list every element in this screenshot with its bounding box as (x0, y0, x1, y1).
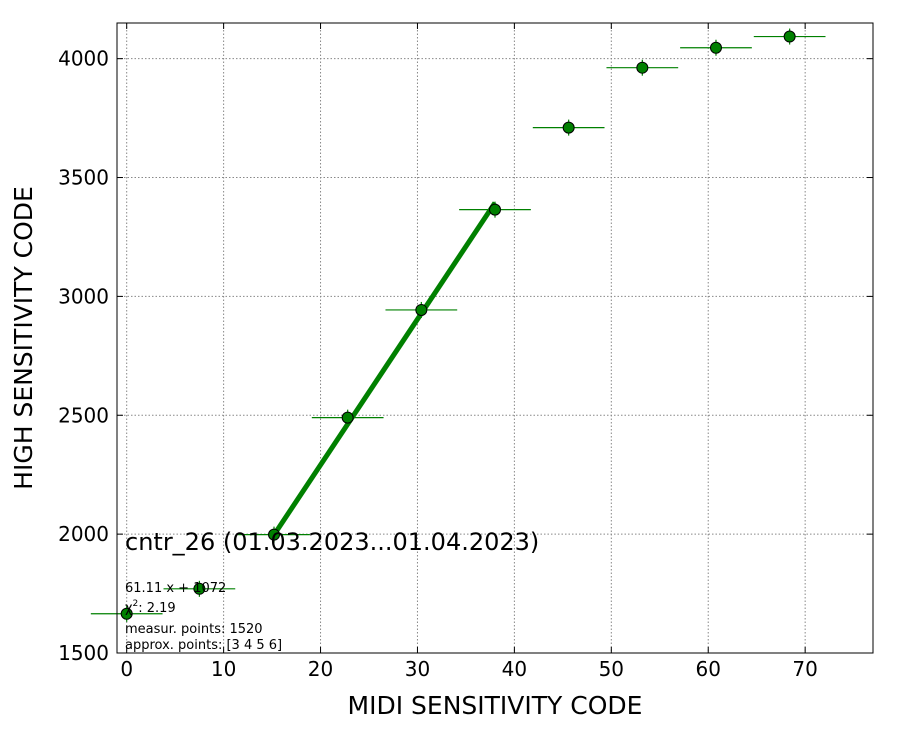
data-point (709, 41, 722, 54)
data-point (783, 30, 796, 43)
grid (117, 23, 873, 653)
y-axis-label: HIGH SENSITIVITY CODE (9, 186, 38, 490)
fit-line (271, 201, 498, 537)
annotation-chi2: χ2: 2.19 (125, 599, 176, 616)
y-tick-label: 3500 (58, 166, 109, 190)
y-tick-label: 4000 (58, 47, 109, 71)
fit-line-group (271, 201, 498, 537)
x-tick-label: 30 (405, 657, 430, 681)
y-tick-label: 1500 (58, 641, 109, 665)
data-point (120, 607, 133, 620)
data-point (562, 121, 575, 134)
data-point (193, 582, 206, 595)
x-tick-label: 20 (308, 657, 333, 681)
plot-frame (116, 22, 874, 654)
x-tick-label: 40 (502, 657, 527, 681)
x-tick-label: 0 (120, 657, 133, 681)
x-tick-label: 50 (599, 657, 624, 681)
annotation-measur-points: measur. points: 1520 (125, 622, 263, 637)
data-point (268, 528, 281, 541)
data-point (341, 411, 354, 424)
y-tick-label: 2000 (58, 522, 109, 546)
data-point (489, 203, 501, 216)
data-points (120, 30, 796, 620)
data-point (415, 303, 428, 316)
axis-ticks: 0 10 20 30 40 50 60 70 1500 2000 2500 3000 3500 4000 (58, 23, 873, 681)
x-tick-label: 70 (792, 657, 817, 681)
chi2-symbol: χ (125, 601, 133, 616)
y-tick-label: 3000 (58, 284, 109, 308)
chi2-value: : 2.19 (138, 601, 175, 616)
x-axis-label: MIDI SENSITIVITY CODE (348, 691, 643, 720)
x-tick-label: 10 (211, 657, 236, 681)
annotation-title: cntr_26 (01.03.2023...01.04.2023) (125, 528, 539, 556)
chi2-power: 2 (133, 599, 139, 609)
annotation-approx-points: approx. points: [3 4 5 6] (125, 638, 282, 653)
y-tick-label: 2500 (58, 403, 109, 427)
x-tick-label: 60 (696, 657, 721, 681)
annotation-equation: 61.11 x + 1072 (125, 581, 226, 596)
data-point (636, 61, 649, 74)
